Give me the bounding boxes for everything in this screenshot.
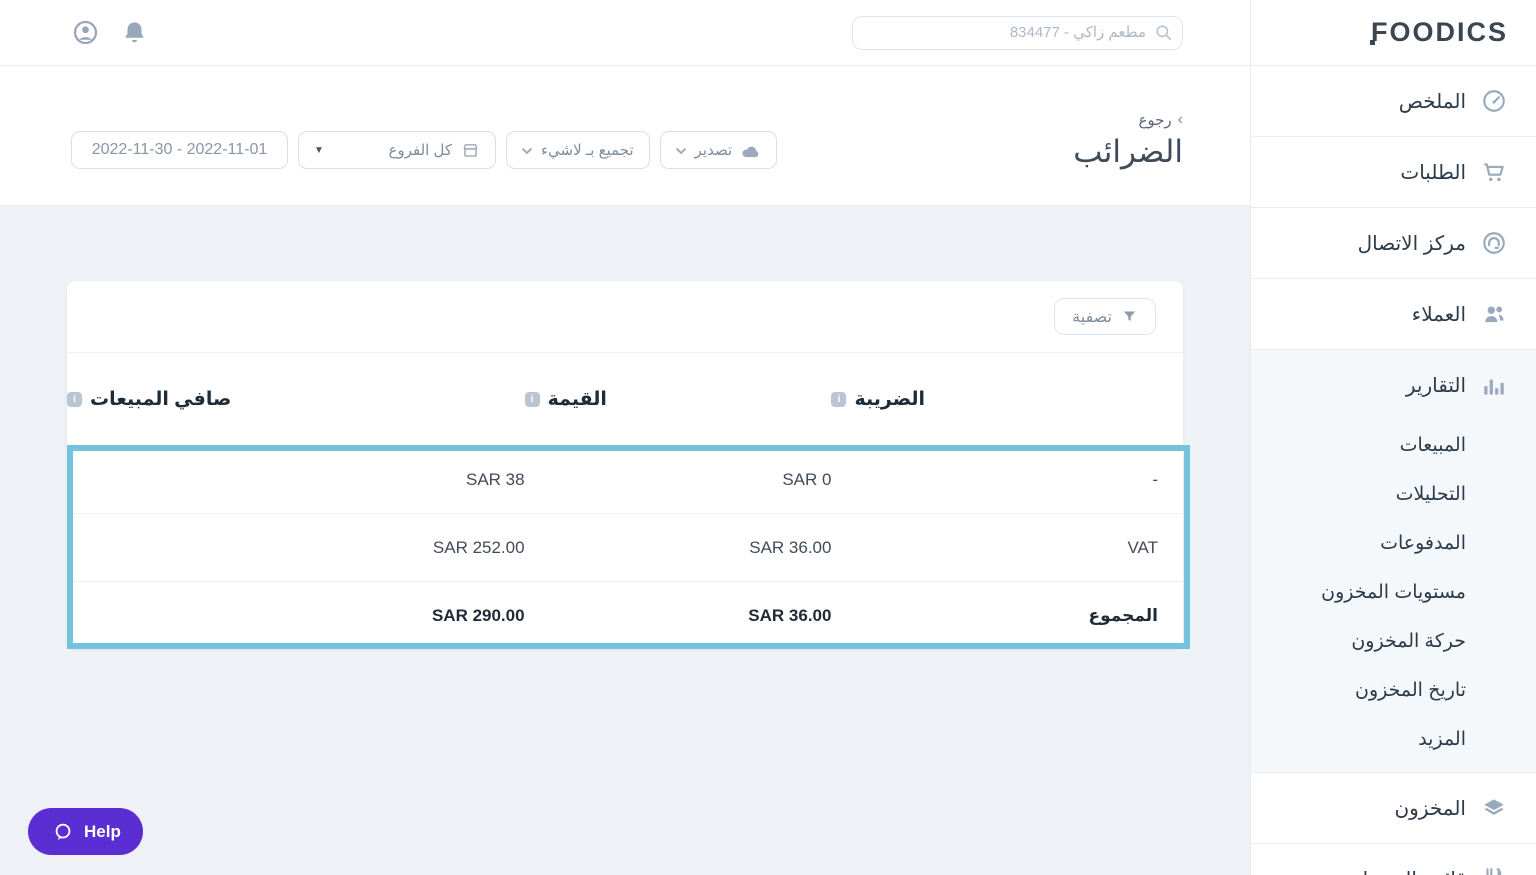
chevron-down-icon xyxy=(522,147,532,154)
sidebar-item-call-center[interactable]: مركز الاتصال xyxy=(1251,208,1536,279)
sidebar-item-reports[interactable]: التقارير xyxy=(1251,350,1536,421)
help-button[interactable]: Help xyxy=(28,808,143,855)
bar-chart-icon xyxy=(1480,372,1508,400)
table-row: VAT SAR 36.00 SAR 252.00 xyxy=(67,513,1183,581)
sidebar-subitem-analytics[interactable]: التحليلات xyxy=(1395,484,1466,505)
column-header-label: صافي المبيعات xyxy=(90,388,232,410)
sidebar-item-label: مركز الاتصال xyxy=(1357,232,1466,255)
chevron-down-icon xyxy=(675,147,686,154)
cell-total-label: المجموع xyxy=(1088,605,1158,625)
utensils-icon xyxy=(1480,865,1508,875)
filter-button[interactable]: تصفية xyxy=(1054,298,1156,335)
group-by-label: تجميع بـ لاشيء xyxy=(541,142,634,159)
user-avatar-icon[interactable] xyxy=(72,19,99,46)
search-icon xyxy=(1156,24,1172,40)
report-toolbar: تصدير تجميع بـ لاشيء xyxy=(71,131,778,169)
customers-icon xyxy=(1480,300,1508,328)
cell-net-sales: SAR 252.00 xyxy=(432,537,525,557)
info-icon[interactable]: i xyxy=(524,391,540,407)
export-button[interactable]: تصدير xyxy=(659,131,778,169)
sidebar-item-label: التقارير xyxy=(1405,375,1466,397)
sidebar-subitem-more[interactable]: المزيد xyxy=(1418,729,1466,750)
cell-tax-name: - xyxy=(1152,469,1158,489)
cell-tax-value: SAR 36.00 xyxy=(749,537,832,557)
topbar-icons xyxy=(72,19,148,46)
sidebar-item-orders[interactable]: الطلبات xyxy=(1251,137,1536,208)
topbar xyxy=(0,0,1250,66)
cell-total-value: SAR 36.00 xyxy=(748,605,832,625)
foodics-logo[interactable]: FOODICS xyxy=(1369,17,1508,47)
sidebar-item-label: قائمة المنتجات xyxy=(1344,867,1466,875)
sidebar-item-label: الطلبات xyxy=(1400,161,1466,184)
table-body: - SAR 0 SAR 38 VAT SAR 36.00 SAR 252.00 … xyxy=(67,445,1190,649)
page-title: الضرائب xyxy=(1073,133,1183,169)
table-row: - SAR 0 SAR 38 xyxy=(67,445,1183,513)
branches-label: كل الفروع xyxy=(388,142,452,159)
sidebar-item-products[interactable]: قائمة المنتجات xyxy=(1251,844,1536,875)
sidebar-item-label: الملخص xyxy=(1398,90,1466,113)
group-by-button[interactable]: تجميع بـ لاشيء xyxy=(506,131,650,169)
dropdown-triangle-icon: ▼ xyxy=(314,144,324,156)
cell-net-sales: SAR 38 xyxy=(465,469,525,489)
taxes-report-card: تصفية الضريبة i القيمة i xyxy=(67,281,1190,649)
sidebar: FOODICS الملخص الطلبات xyxy=(1250,0,1536,875)
table-header-row: الضريبة i القيمة i صافي المبيعات i xyxy=(67,353,1183,445)
column-header-tax: الضريبة i xyxy=(831,388,1183,411)
filter-label: تصفية xyxy=(1072,308,1112,326)
export-label: تصدير xyxy=(694,142,733,159)
sidebar-item-summary[interactable]: الملخص xyxy=(1251,66,1536,137)
gauge-icon xyxy=(1480,87,1508,115)
info-icon[interactable]: i xyxy=(831,391,847,407)
back-label: رجوع xyxy=(1138,111,1172,129)
search-input[interactable] xyxy=(852,15,1183,50)
main-area: › رجوع الضرائب تصدير تجميع بـ لاشيء xyxy=(0,0,1250,875)
sidebar-subitem-inventory-movement[interactable]: حركة المخزون xyxy=(1351,631,1466,652)
headset-icon xyxy=(1480,229,1508,257)
sidebar-subitem-payments[interactable]: المدفوعات xyxy=(1380,533,1466,554)
sidebar-subitem-sales[interactable]: المبيعات xyxy=(1399,435,1466,456)
sidebar-item-label: العملاء xyxy=(1411,303,1466,326)
column-header-value: القيمة i xyxy=(524,388,832,411)
info-icon[interactable]: i xyxy=(67,391,83,407)
chevron-right-icon: › xyxy=(1177,110,1183,128)
chat-bubble-icon xyxy=(55,823,71,840)
funnel-icon xyxy=(1123,311,1136,322)
layers-icon xyxy=(1480,794,1508,822)
help-label: Help xyxy=(84,821,121,841)
date-range-input[interactable]: 2022-11-30 - 2022-11-01 xyxy=(71,131,288,169)
filter-row: تصفية xyxy=(67,281,1183,353)
column-header-label: القيمة xyxy=(547,388,607,410)
sidebar-reports-group: التقارير المبيعات التحليلات المدفوعات مس… xyxy=(1251,350,1536,773)
notification-bell-icon[interactable] xyxy=(121,19,148,46)
table-total-row: المجموع SAR 36.00 SAR 290.00 xyxy=(67,581,1183,649)
cart-icon xyxy=(1480,158,1508,186)
column-header-label: الضريبة xyxy=(854,388,926,410)
column-header-net-sales: صافي المبيعات i xyxy=(67,388,525,411)
title-block: › رجوع الضرائب xyxy=(1073,111,1183,169)
cell-tax-name: VAT xyxy=(1127,537,1158,557)
global-search xyxy=(852,15,1183,50)
page-header: › رجوع الضرائب تصدير تجميع بـ لاشيء xyxy=(0,66,1250,205)
content-area: تصفية الضريبة i القيمة i xyxy=(0,205,1250,875)
logo-row: FOODICS xyxy=(1251,0,1536,66)
sidebar-item-inventory[interactable]: المخزون xyxy=(1251,773,1536,844)
storefront-icon xyxy=(463,143,478,157)
cell-total-net-sales: SAR 290.00 xyxy=(431,605,525,625)
sidebar-subitem-inventory-levels[interactable]: مستويات المخزون xyxy=(1321,582,1466,603)
sidebar-item-label: المخزون xyxy=(1394,797,1466,820)
sidebar-item-customers[interactable]: العملاء xyxy=(1251,279,1536,350)
branches-filter-button[interactable]: كل الفروع ▼ xyxy=(298,131,496,169)
back-link[interactable]: › رجوع xyxy=(1138,111,1183,129)
cloud-icon xyxy=(742,146,759,157)
sidebar-subitem-inventory-history[interactable]: تاريخ المخزون xyxy=(1354,680,1466,701)
cell-tax-value: SAR 0 xyxy=(782,469,832,489)
